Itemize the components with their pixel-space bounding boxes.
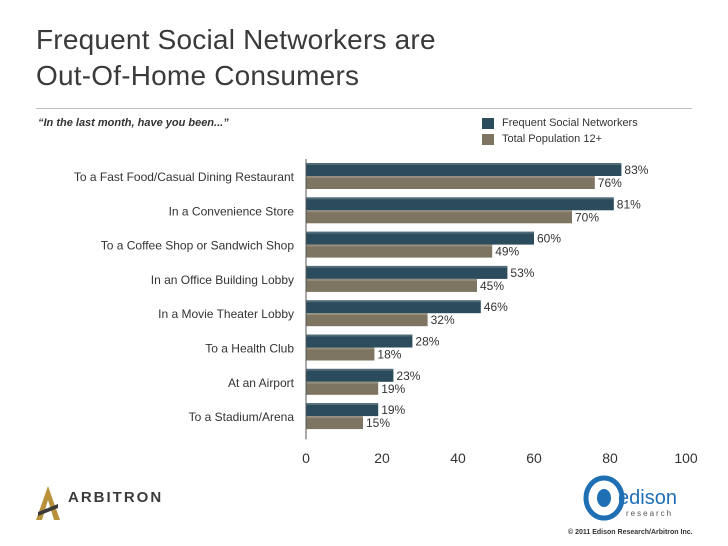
data-label: 18% [377, 348, 401, 362]
bar-total [306, 176, 595, 189]
edison-mark-icon [583, 475, 625, 521]
data-label: 46% [484, 300, 508, 314]
bar-highlight [306, 163, 622, 165]
title-line-2: Out-Of-Home Consumers [36, 60, 360, 91]
data-label: 19% [381, 403, 405, 417]
edison-logo-text: edison [618, 487, 677, 509]
x-tick-label: 0 [302, 450, 310, 466]
data-label: 15% [366, 416, 390, 430]
x-tick-label: 20 [374, 450, 390, 466]
bar-total [306, 278, 477, 292]
bar-highlight [306, 313, 428, 316]
bar-highlight [306, 278, 477, 281]
bar-frequent [306, 403, 379, 417]
category-label: To a Coffee Shop or Sandwich Shop [101, 239, 295, 253]
legend-swatch-frequent [482, 117, 494, 129]
category-label: At an Airport [228, 376, 295, 390]
category-label: In an Office Building Lobby [151, 273, 294, 287]
bar-total [306, 313, 428, 327]
category-label: In a Convenience Store [169, 204, 295, 218]
arbitron-logo: ARBITRON [36, 486, 162, 520]
data-label: 81% [617, 197, 641, 211]
x-tick-label: 40 [450, 450, 466, 466]
page-title: Frequent Social Networkers are Out-Of-Ho… [36, 22, 436, 94]
bar-highlight [306, 334, 413, 337]
bar-highlight [306, 416, 363, 419]
bar-frequent [306, 163, 622, 176]
bar-highlight [306, 368, 394, 371]
data-label: 76% [598, 176, 622, 190]
data-label: 32% [431, 313, 455, 327]
copyright-notice: © 2011 Edison Research/Arbitron Inc. [568, 529, 693, 536]
bar-frequent [306, 300, 481, 314]
data-label: 45% [480, 279, 504, 293]
bar-frequent [306, 334, 413, 348]
data-label: 19% [381, 382, 405, 396]
edison-logo-subtext: research [626, 509, 673, 518]
bar-highlight [306, 244, 493, 247]
bar-highlight [306, 176, 595, 178]
bar-total [306, 244, 493, 258]
bar-frequent [306, 197, 614, 211]
legend-item-total: Total Population 12+ [482, 132, 638, 146]
category-label: In a Movie Theater Lobby [158, 307, 294, 321]
edison-logo: edison research [583, 475, 677, 521]
bar-frequent [306, 368, 394, 382]
bar-total [306, 381, 379, 395]
data-label: 28% [415, 335, 439, 349]
x-tick-label: 100 [674, 450, 698, 466]
category-label: To a Health Club [205, 342, 294, 356]
category-label: To a Stadium/Arena [189, 410, 295, 424]
title-line-1: Frequent Social Networkers are [36, 24, 436, 55]
data-label: 60% [537, 232, 561, 246]
bar-highlight [306, 403, 379, 406]
chart-legend: Frequent Social Networkers Total Populat… [482, 116, 638, 148]
x-tick-label: 60 [526, 450, 542, 466]
bar-total [306, 416, 363, 430]
legend-swatch-total [482, 133, 494, 145]
legend-label-total: Total Population 12+ [502, 133, 602, 145]
bar-highlight [306, 265, 508, 268]
data-label: 49% [495, 245, 519, 259]
title-divider [36, 108, 692, 109]
x-tick-label: 80 [602, 450, 618, 466]
bar-highlight [306, 300, 481, 303]
bar-frequent [306, 231, 534, 245]
arbitron-logo-text: ARBITRON [68, 489, 162, 506]
bar-highlight [306, 231, 534, 234]
bar-frequent [306, 265, 508, 279]
bar-highlight [306, 210, 572, 213]
data-label: 53% [510, 266, 534, 280]
bar-total [306, 347, 375, 361]
legend-label-frequent: Frequent Social Networkers [502, 117, 638, 129]
category-label: To a Fast Food/Casual Dining Restaurant [74, 170, 295, 184]
bar-highlight [306, 347, 375, 350]
legend-item-frequent: Frequent Social Networkers [482, 116, 638, 130]
data-label: 70% [575, 210, 599, 224]
bar-highlight [306, 197, 614, 200]
bar-total [306, 210, 572, 224]
bar-highlight [306, 381, 379, 384]
chart-subtitle: “In the last month, have you been...” [38, 117, 229, 129]
data-label: 83% [624, 163, 648, 177]
data-label: 23% [396, 369, 420, 383]
